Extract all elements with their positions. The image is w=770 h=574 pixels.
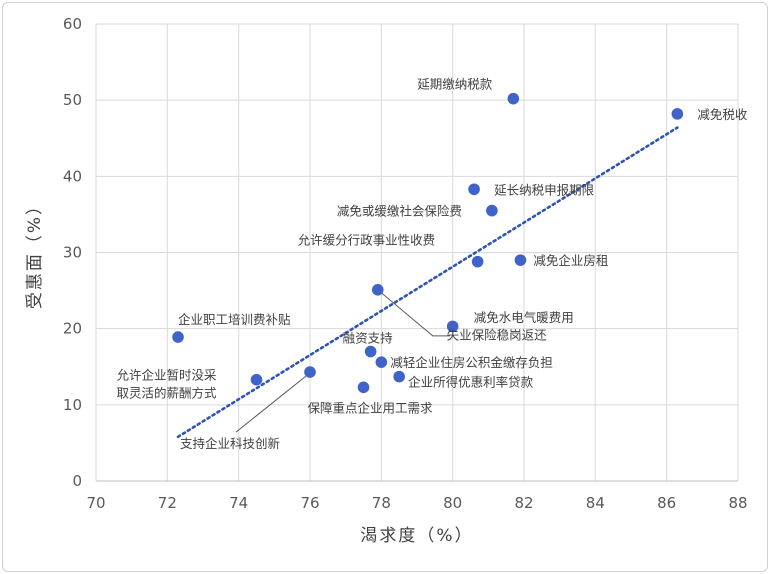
data-point xyxy=(172,331,184,343)
data-point xyxy=(371,284,384,296)
data-point xyxy=(468,183,480,196)
point-labels: 减免税收 延期缴纳税款延长纳税申报期限减免或缓缴社会保险费允许缓分行政事业性收费减… xyxy=(117,77,748,451)
point-label: 减免企业房租 xyxy=(533,253,608,268)
data-point xyxy=(507,92,520,105)
x-tick-label: 86 xyxy=(657,494,676,512)
data-point xyxy=(375,356,388,368)
grid xyxy=(95,23,739,482)
data-point xyxy=(514,254,527,266)
y-tick-label: 30 xyxy=(63,244,82,262)
y-tick-label: 10 xyxy=(63,396,82,414)
point-label: 保障重点企业用工需求 xyxy=(308,400,434,415)
point-label: 失业保险稳岗返还 xyxy=(447,327,548,342)
point-label: 支持企业科技创新 xyxy=(180,436,280,451)
point-label: 减轻企业住房公积金缴存负担 xyxy=(390,355,553,370)
y-tick-label: 40 xyxy=(63,167,82,185)
x-tick-label: 82 xyxy=(514,494,533,512)
point-label: 允许企业暂时没采取灵活的薪酬方式 xyxy=(117,368,218,401)
point-label: 融资支持 xyxy=(343,331,393,346)
y-axis-title: 受惠面（%） xyxy=(25,196,45,309)
point-label: 减免水电气暖费用 xyxy=(474,310,574,325)
x-tick-label: 76 xyxy=(300,494,319,512)
data-point xyxy=(393,370,405,383)
point-label: 企业职工培训费补贴 xyxy=(178,312,291,327)
x-tick-label: 74 xyxy=(229,494,248,512)
x-tick-label: 70 xyxy=(86,494,105,512)
x-tick-label: 78 xyxy=(372,494,391,512)
x-tick-label: 84 xyxy=(586,494,605,512)
point-label: 减免或缓缴社会保险费 xyxy=(337,204,462,219)
leader-line xyxy=(377,289,450,337)
x-axis-title: 渴求度（%） xyxy=(360,526,473,546)
x-tick-label: 88 xyxy=(728,494,747,512)
data-point xyxy=(364,345,377,358)
data-point xyxy=(486,204,498,217)
point-label: 减免税收 xyxy=(697,107,748,122)
data-point xyxy=(671,108,684,120)
leader-lines xyxy=(235,289,450,433)
y-tick-label: 20 xyxy=(63,320,82,338)
x-tick-label: 72 xyxy=(158,494,177,512)
y-tick-label: 0 xyxy=(72,472,82,490)
leader-line xyxy=(235,375,307,433)
x-tick-label: 80 xyxy=(443,494,462,512)
data-points xyxy=(172,92,684,394)
point-label: 企业所得优惠利率贷款 xyxy=(408,375,534,390)
trendline xyxy=(176,126,679,439)
point-label: 延长纳税申报期限 xyxy=(494,182,595,197)
data-point xyxy=(304,366,316,378)
point-label-line: 允许企业暂时没采 xyxy=(117,368,218,383)
y-tick-label: 60 xyxy=(63,15,82,33)
point-label: 允许缓分行政事业性收费 xyxy=(298,233,436,248)
point-label: 延期缴纳税款 xyxy=(417,77,493,92)
trendline-path xyxy=(176,126,679,439)
data-point xyxy=(471,255,484,268)
data-point xyxy=(250,373,263,386)
data-point xyxy=(357,381,370,394)
tick-labels: 70 72 74 76 78 80 82 84 86 88 0 10 20 30 40 50 60 xyxy=(63,15,748,512)
point-label-line: 取灵活的薪酬方式 xyxy=(117,386,218,401)
y-tick-label: 50 xyxy=(63,91,82,109)
data-point xyxy=(446,320,459,333)
